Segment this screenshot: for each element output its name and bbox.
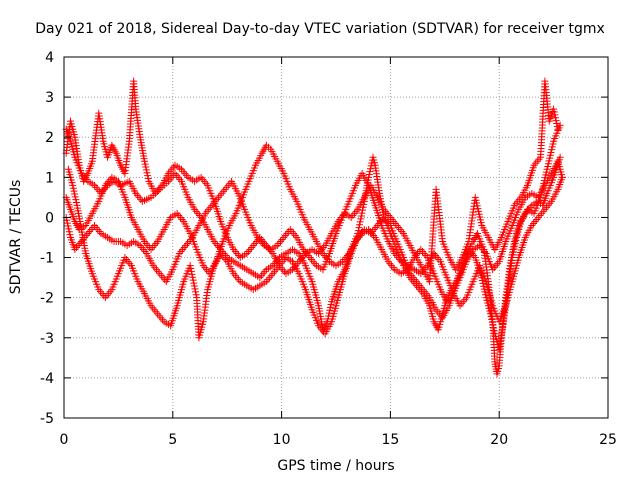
- data-point: [357, 215, 365, 223]
- y-tick-label: -2: [40, 291, 54, 307]
- data-point: [357, 212, 365, 220]
- data-point: [359, 206, 367, 214]
- data-point: [190, 282, 198, 290]
- data-point: [65, 228, 73, 236]
- data-point: [187, 264, 195, 272]
- data-point: [63, 219, 71, 227]
- data-point: [511, 242, 519, 250]
- data-point: [552, 117, 560, 125]
- data-point: [550, 108, 558, 116]
- x-tick-label: 20: [490, 432, 508, 448]
- data-point: [367, 162, 375, 170]
- data-point: [326, 303, 334, 311]
- y-tick-label: 1: [45, 170, 54, 186]
- data-point: [509, 251, 517, 259]
- data-point: [64, 222, 72, 230]
- data-point: [326, 306, 334, 314]
- data-point: [489, 321, 497, 329]
- data-point: [144, 174, 152, 182]
- data-point: [72, 199, 80, 207]
- data-point: [509, 248, 517, 256]
- series-track-e: [62, 77, 562, 286]
- data-point: [141, 157, 149, 165]
- series-track-b: [62, 141, 566, 306]
- data-point: [358, 209, 366, 217]
- data-point: [490, 324, 498, 332]
- data-point: [71, 193, 79, 201]
- y-tick-label: 2: [45, 130, 54, 146]
- data-point: [66, 231, 74, 239]
- data-point: [191, 285, 199, 293]
- x-tick-label: 10: [273, 432, 291, 448]
- data-point: [356, 218, 364, 226]
- data-point: [490, 327, 498, 335]
- data-point: [367, 165, 375, 173]
- y-tick-label: -5: [40, 411, 54, 427]
- data-point: [556, 153, 564, 161]
- y-tick-label: 0: [45, 210, 54, 226]
- data-point: [188, 270, 196, 278]
- data-point: [70, 187, 78, 195]
- data-point: [554, 125, 562, 133]
- data-point: [141, 160, 149, 168]
- data-point: [189, 273, 197, 281]
- data-point: [69, 181, 77, 189]
- data-point: [512, 236, 520, 244]
- data-point: [72, 196, 80, 204]
- x-tick-label: 0: [60, 432, 69, 448]
- data-point: [325, 309, 333, 317]
- y-tick-label: -3: [40, 331, 54, 347]
- data-point: [69, 184, 77, 192]
- data-point: [488, 315, 496, 323]
- data-point: [142, 163, 150, 171]
- data-point: [190, 279, 198, 287]
- data-point: [550, 105, 558, 113]
- series-track-a: [62, 125, 564, 378]
- data-point: [142, 166, 150, 174]
- data-point: [327, 301, 335, 309]
- x-axis-label: GPS time / hours: [277, 458, 394, 474]
- data-point: [71, 190, 79, 198]
- y-tick-label: 4: [45, 50, 54, 66]
- data-point: [510, 245, 518, 253]
- data-point: [65, 225, 73, 233]
- x-tick-label: 15: [381, 432, 399, 448]
- y-tick-label: -1: [40, 251, 54, 267]
- data-point: [365, 170, 373, 178]
- data-point: [356, 221, 364, 229]
- y-axis-label: SDTVAR / TECUs: [8, 180, 24, 295]
- data-point: [187, 267, 195, 275]
- y-tick-label: -4: [40, 371, 54, 387]
- data-point: [551, 111, 559, 119]
- data-point: [355, 224, 363, 232]
- data-point: [558, 173, 566, 181]
- data-point: [488, 318, 496, 326]
- data-point: [186, 262, 194, 270]
- data-point: [192, 291, 200, 299]
- data-point: [144, 172, 152, 180]
- data-point: [143, 169, 151, 177]
- data-point: [189, 276, 197, 284]
- data-point: [192, 288, 200, 296]
- data-point: [553, 119, 561, 127]
- plot-frame: [63, 56, 609, 419]
- data-point: [551, 114, 559, 122]
- chart-title: Day 021 of 2018, Sidereal Day-to-day VTE…: [35, 21, 605, 37]
- data-points: [62, 77, 566, 378]
- x-tick-label: 5: [168, 432, 177, 448]
- data-point: [553, 122, 561, 130]
- data-point: [479, 279, 487, 287]
- data-point: [366, 168, 374, 176]
- y-tick-label: 3: [45, 90, 54, 106]
- data-point: [508, 254, 516, 262]
- data-point: [511, 239, 519, 247]
- x-tick-label: 25: [599, 432, 617, 448]
- data-point: [487, 313, 495, 321]
